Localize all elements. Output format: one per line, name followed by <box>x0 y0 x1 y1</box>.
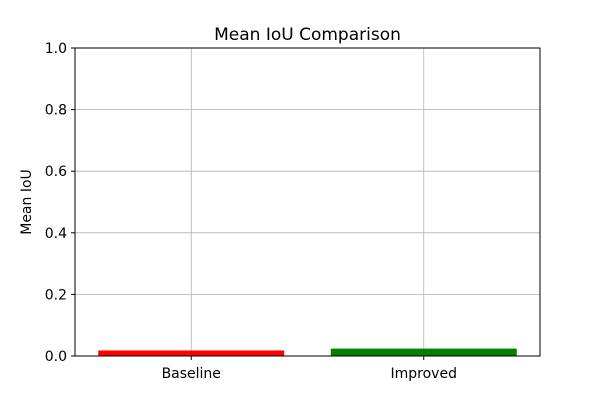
y-tick-label: 0.0 <box>45 349 67 365</box>
x-tick-label-baseline: Baseline <box>162 366 221 382</box>
x-axis-ticks: Baseline Improved <box>162 356 457 382</box>
bars <box>98 348 517 356</box>
bar-improved <box>330 348 517 356</box>
y-tick-label: 1.0 <box>45 41 67 57</box>
y-axis-label: Mean IoU <box>19 169 35 235</box>
y-tick-label: 0.8 <box>45 103 67 119</box>
bar-baseline <box>98 350 285 356</box>
y-tick-label: 0.2 <box>45 287 67 303</box>
y-tick-label: 0.6 <box>45 164 67 180</box>
y-axis-ticks: 0.0 0.2 0.4 0.6 0.8 1.0 <box>45 41 75 365</box>
grid-lines <box>75 47 540 357</box>
chart-title: Mean IoU Comparison <box>214 25 401 45</box>
y-tick-label: 0.4 <box>45 226 67 242</box>
plot-frame <box>74 47 541 357</box>
x-tick-label-improved: Improved <box>391 366 457 382</box>
